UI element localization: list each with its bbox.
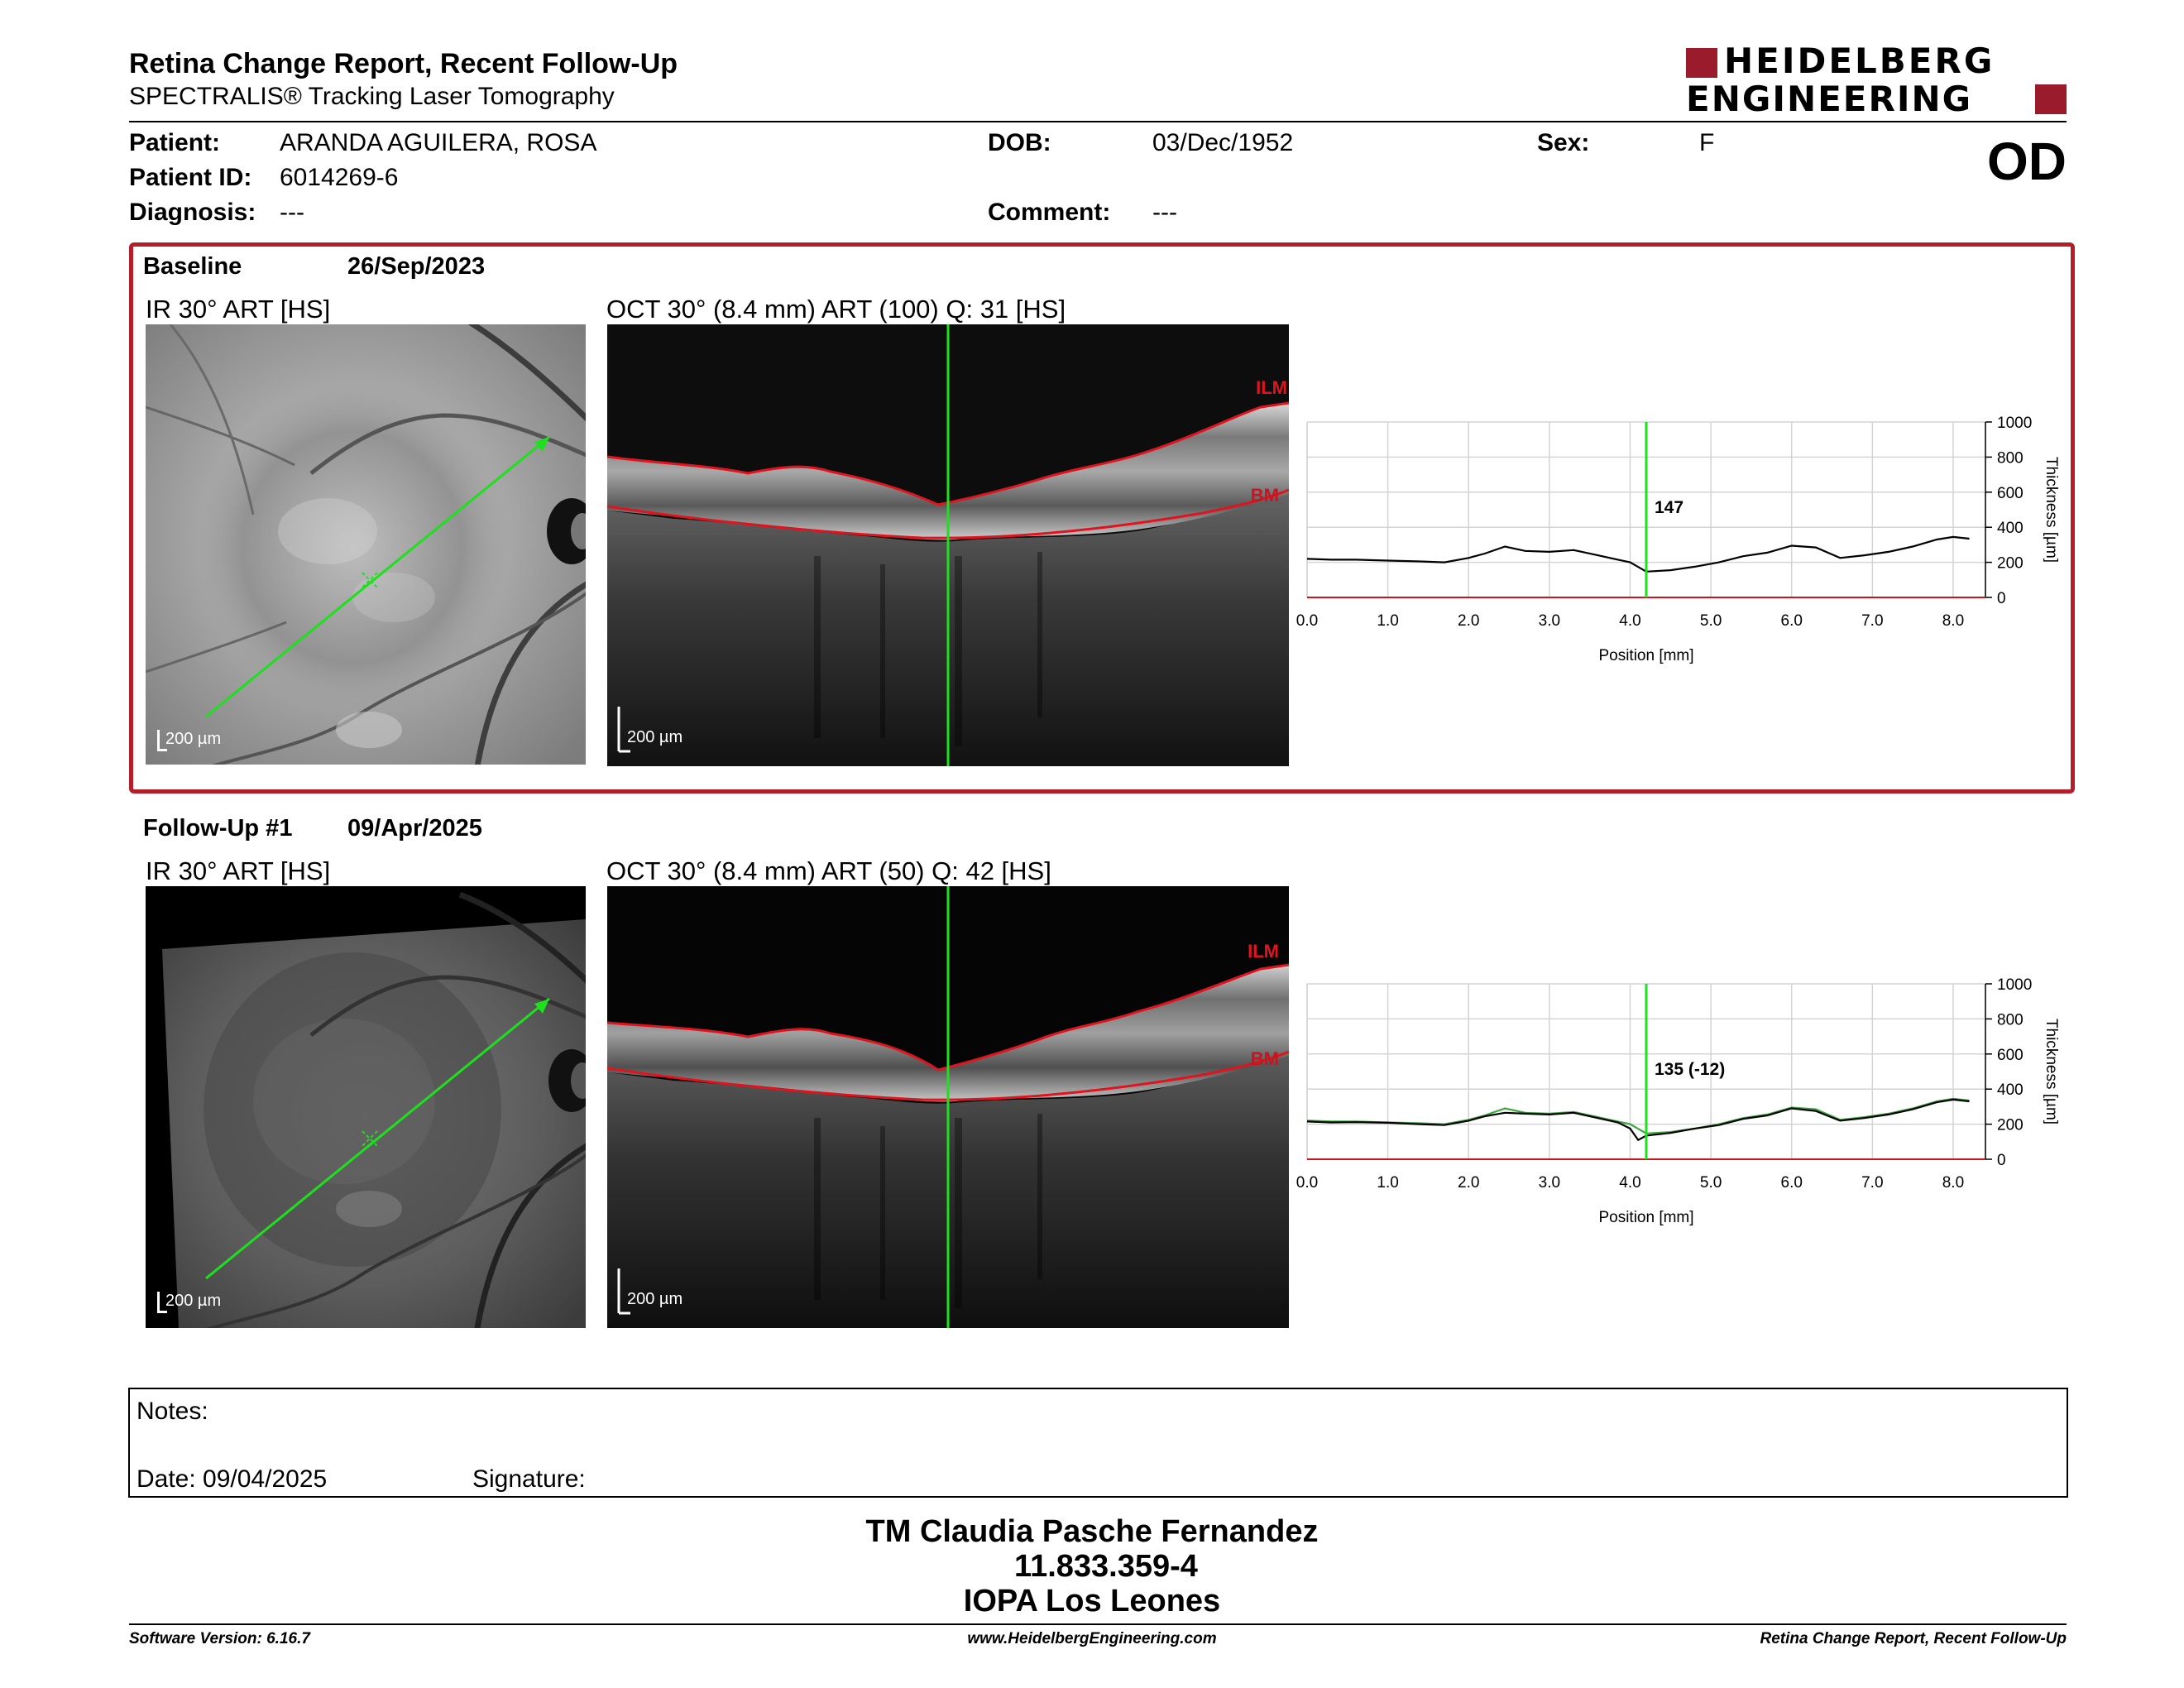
x-tick-label: 1.0	[1377, 1174, 1398, 1192]
x-tick-label: 3.0	[1539, 612, 1560, 630]
footer-report-name: Retina Change Report, Recent Follow-Up	[1760, 1630, 2067, 1647]
patient-name: ARANDA AGUILERA, ROSA	[280, 129, 597, 156]
ir-scale-bar-vertical	[157, 1292, 160, 1313]
logo-square-bottom	[2035, 84, 2067, 114]
x-tick-label: 3.0	[1539, 1174, 1560, 1192]
eye-indicator: OD	[1987, 132, 2067, 191]
x-axis-label: Position [mm]	[1598, 1209, 1693, 1226]
x-tick-label: 0.0	[1296, 1174, 1318, 1192]
dob-label: DOB:	[988, 129, 1051, 156]
report-subtitle: SPECTRALIS® Tracking Laser Tomography	[129, 83, 615, 110]
x-tick-label: 5.0	[1700, 1174, 1722, 1192]
thickness-series-1	[1306, 1098, 1970, 1142]
x-tick-label: 6.0	[1781, 1174, 1803, 1192]
logo-text-line1: HEIDELBERG	[1724, 41, 1995, 81]
y-tick-label: 400	[1997, 520, 2024, 537]
baseline-ir-title: IR 30° ART [HS]	[146, 295, 331, 324]
y-tick-label: 1000	[1997, 976, 2032, 994]
baseline-frame	[129, 242, 2075, 794]
baseline-ilm-label: ILM	[1256, 377, 1287, 398]
logo-text-line2: ENGINEERING	[1686, 79, 1973, 119]
x-tick-label: 7.0	[1861, 612, 1883, 630]
y-tick-label: 800	[1997, 1011, 2024, 1029]
baseline-ir-image: 200 µm	[146, 324, 586, 765]
x-tick-label: 1.0	[1377, 612, 1398, 630]
followup-ir-title: IR 30° ART [HS]	[146, 856, 331, 885]
software-version: Software Version: 6.16.7	[129, 1630, 310, 1647]
comment-label: Comment:	[988, 199, 1111, 226]
ir-scale-bar-vertical	[157, 730, 160, 751]
x-tick-label: 2.0	[1458, 612, 1479, 630]
baseline-oct-image: ILM BM 200 µm	[607, 324, 1289, 766]
sex-value: F	[1699, 129, 1715, 156]
x-tick-label: 0.0	[1296, 612, 1318, 630]
signer-institution: IOPA Los Leones	[963, 1584, 1221, 1618]
followup-label: Follow-Up #1	[143, 815, 293, 842]
y-tick-label: 600	[1997, 485, 2024, 502]
heidelberg-logo: HEIDELBERG ENGINEERING	[1686, 41, 2067, 119]
baseline-oct-scale-label: 200 µm	[627, 728, 683, 746]
thickness-series-0	[1306, 535, 1970, 573]
y-tick-label: 600	[1997, 1047, 2024, 1064]
logo-square-top	[1686, 48, 1717, 78]
patient-id: 6014269-6	[280, 164, 399, 191]
footer-divider	[129, 1623, 2067, 1625]
y-axis-label: Thickness [µm]	[2043, 1019, 2060, 1125]
followup-oct-image: ILM BM 200 µm	[607, 886, 1289, 1328]
signature-label: Signature:	[472, 1465, 586, 1493]
y-axis-label: Thickness [µm]	[2043, 457, 2060, 563]
patient-id-label: Patient ID:	[129, 164, 252, 191]
x-tick-label: 7.0	[1861, 1174, 1883, 1192]
x-tick-label: 8.0	[1942, 612, 1964, 630]
y-tick-label: 0	[1997, 1152, 2006, 1169]
y-tick-label: 200	[1997, 555, 2024, 573]
diagnosis-value: ---	[280, 199, 304, 226]
y-tick-label: 400	[1997, 1081, 2024, 1099]
baseline-thickness-chart: 0.0 1.0 2.0 3.0 4.0 5.0 6.0 7.0 8.0 0 200 400 600 800…	[1296, 415, 2060, 664]
y-tick-label: 1000	[1997, 415, 2032, 432]
followup-ir-image: 200 µm	[146, 886, 586, 1328]
followup-ir-scale-label: 200 µm	[165, 1292, 222, 1310]
followup-oct-title: OCT 30° (8.4 mm) ART (50) Q: 42 [HS]	[606, 856, 1051, 885]
followup-thickness-chart: 0.0 1.0 2.0 3.0 4.0 5.0 6.0 7.0 8.0 0 200 400 600 800…	[1296, 976, 2060, 1226]
followup-date: 09/Apr/2025	[347, 815, 482, 842]
notes-date: Date: 09/04/2025	[136, 1465, 328, 1493]
x-tick-label: 4.0	[1619, 1174, 1640, 1192]
baseline-ir-scale-label: 200 µm	[165, 730, 222, 748]
followup-bm-label: BM	[1250, 1048, 1279, 1069]
sex-label: Sex:	[1537, 129, 1590, 156]
dob-value: 03/Dec/1952	[1152, 129, 1294, 156]
x-tick-label: 5.0	[1700, 612, 1722, 630]
ir-scale-bar-horizontal	[157, 749, 167, 751]
thickness-series-0	[1306, 1097, 1970, 1134]
x-tick-label: 8.0	[1942, 1174, 1964, 1192]
marker-value-label: 135 (-12)	[1655, 1060, 1725, 1079]
patient-label: Patient:	[129, 129, 221, 156]
baseline-label: Baseline	[143, 253, 242, 280]
header-divider	[129, 121, 2067, 122]
website-link[interactable]: www.HeidelbergEngineering.com	[967, 1630, 1217, 1647]
report-title: Retina Change Report, Recent Follow-Up	[129, 48, 678, 79]
x-tick-label: 2.0	[1458, 1174, 1479, 1192]
followup-oct-scale-label: 200 µm	[627, 1290, 683, 1308]
ir-scale-bar-horizontal	[157, 1311, 167, 1313]
baseline-bm-label: BM	[1250, 485, 1279, 506]
followup-ilm-label: ILM	[1248, 941, 1279, 961]
marker-value-label: 147	[1655, 498, 1684, 517]
baseline-oct-title: OCT 30° (8.4 mm) ART (100) Q: 31 [HS]	[606, 295, 1066, 324]
x-tick-label: 4.0	[1619, 612, 1640, 630]
signer-id: 11.833.359-4	[1014, 1549, 1198, 1584]
y-tick-label: 0	[1997, 590, 2006, 607]
signer-name: TM Claudia Pasche Fernandez	[865, 1514, 1319, 1549]
x-tick-label: 6.0	[1781, 612, 1803, 630]
diagnosis-label: Diagnosis:	[129, 199, 256, 226]
y-tick-label: 200	[1997, 1117, 2024, 1134]
x-axis-label: Position [mm]	[1598, 647, 1693, 664]
notes-label: Notes:	[136, 1398, 208, 1425]
comment-value: ---	[1152, 199, 1177, 226]
notes-box: Notes: Date: 09/04/2025 Signature:	[128, 1388, 2068, 1498]
y-tick-label: 800	[1997, 449, 2024, 467]
baseline-date: 26/Sep/2023	[347, 253, 486, 280]
